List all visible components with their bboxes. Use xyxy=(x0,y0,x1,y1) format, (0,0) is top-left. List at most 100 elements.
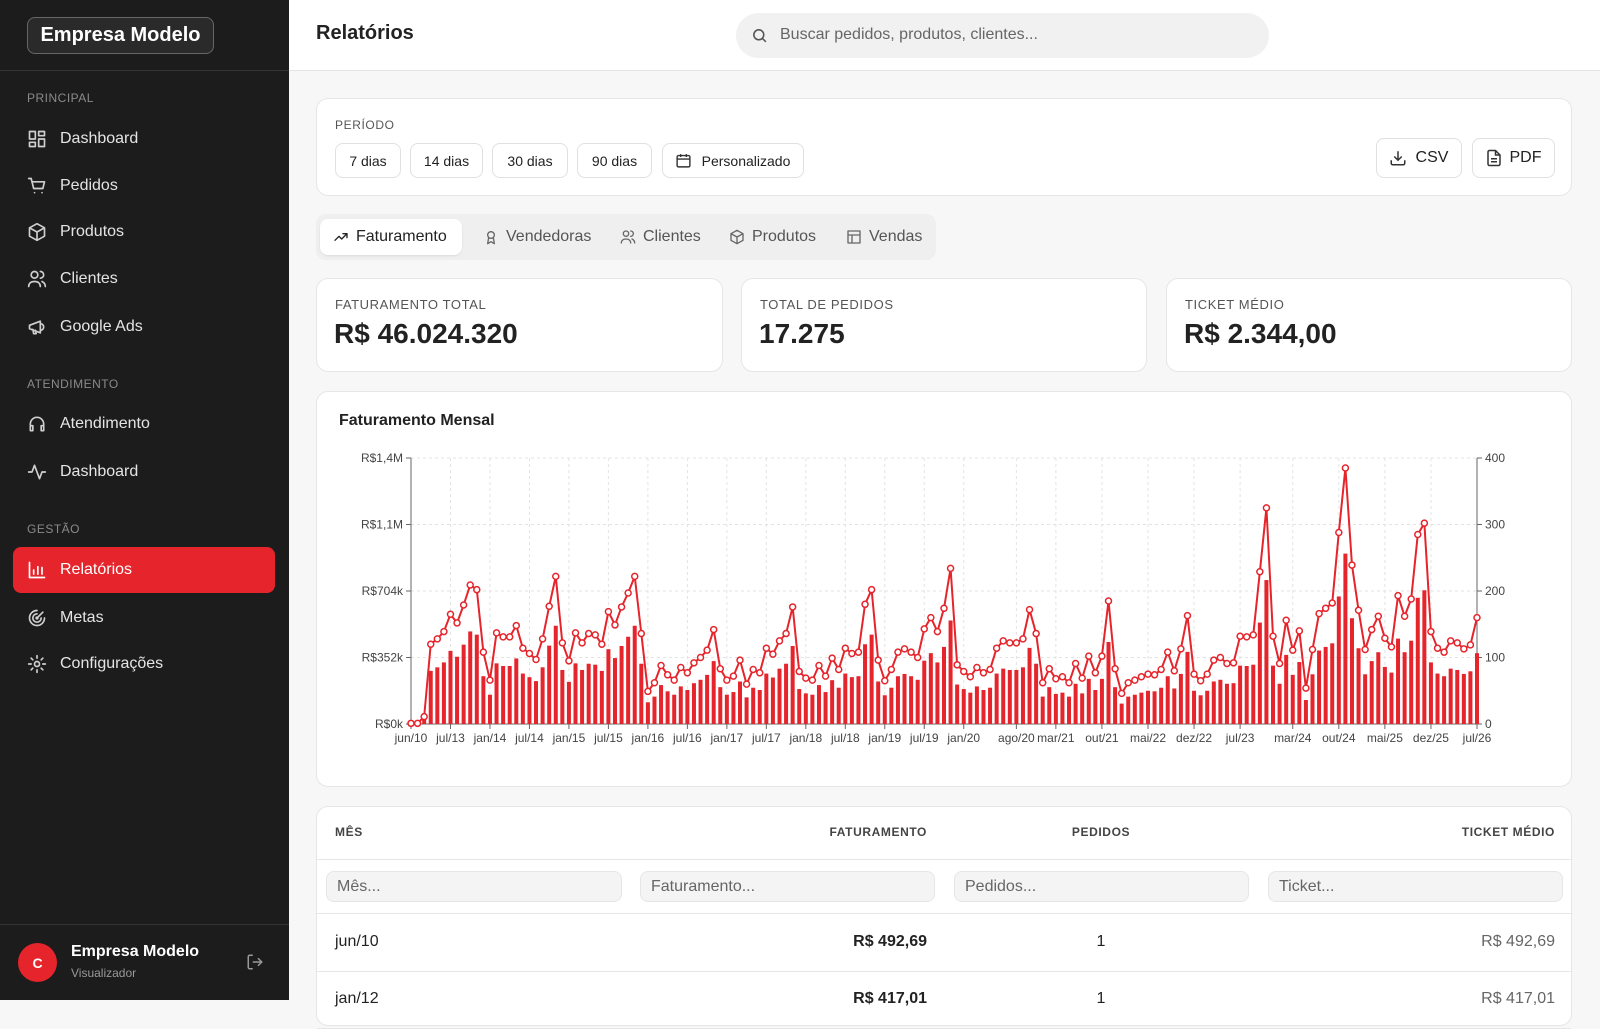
tab[interactable]: Vendedoras xyxy=(506,228,591,246)
line-point xyxy=(1408,596,1414,602)
bar xyxy=(1146,691,1150,724)
nav-item[interactable]: Google Ads xyxy=(60,318,143,336)
line-point xyxy=(520,645,526,651)
icon-path xyxy=(29,656,46,673)
brand[interactable]: Empresa Modelo xyxy=(27,17,214,54)
bar xyxy=(1284,655,1288,724)
nav-item[interactable]: Clientes xyxy=(60,270,118,288)
line-point xyxy=(1323,605,1329,611)
x-tick-label: out/21 xyxy=(1085,731,1119,745)
nav-item[interactable]: Configurações xyxy=(60,655,163,673)
filter-input[interactable]: Pedidos... xyxy=(954,871,1249,902)
logout-icon[interactable] xyxy=(246,953,264,971)
bar xyxy=(1060,693,1064,724)
table-cell: 1 xyxy=(1001,933,1201,951)
line-point xyxy=(1296,628,1302,634)
nav-item[interactable]: Dashboard xyxy=(60,130,138,148)
bar xyxy=(1225,684,1229,724)
period-button[interactable]: 7 dias xyxy=(335,143,401,178)
tab[interactable]: Faturamento xyxy=(356,228,447,246)
nav-item[interactable]: Metas xyxy=(60,609,104,627)
section-title: ATENDIMENTO xyxy=(27,377,119,391)
icon-path xyxy=(29,272,46,287)
bar xyxy=(429,671,433,724)
line-point xyxy=(980,670,986,676)
row-divider xyxy=(317,859,1571,860)
tab[interactable]: Vendas xyxy=(869,228,922,246)
nav-item[interactable]: Produtos xyxy=(60,223,124,241)
bar xyxy=(731,692,735,724)
bar xyxy=(1389,673,1393,724)
line-point xyxy=(632,573,638,579)
bar xyxy=(613,658,617,724)
bar xyxy=(705,675,709,724)
line-point xyxy=(573,630,579,636)
table-header: FATURAMENTO xyxy=(727,825,927,839)
y2-tick-label: 300 xyxy=(1485,518,1505,532)
nav-item[interactable]: Atendimento xyxy=(60,415,150,433)
bar xyxy=(455,657,459,724)
y-tick-label: R$0k xyxy=(375,717,404,731)
x-tick-label: dez/25 xyxy=(1413,731,1449,745)
line-point xyxy=(724,677,730,683)
icon-path xyxy=(488,232,495,244)
chart: Faturamento Mensal R$0kR$352kR$704kR$1,1… xyxy=(316,391,1572,787)
tab[interactable]: Clientes xyxy=(643,228,701,246)
bar xyxy=(949,620,953,724)
line-point xyxy=(1086,653,1092,659)
bar xyxy=(843,674,847,724)
bar xyxy=(554,626,558,724)
nav-item[interactable]: Pedidos xyxy=(60,177,118,195)
bar xyxy=(850,677,854,724)
bar xyxy=(1409,641,1413,724)
bar xyxy=(1442,676,1446,724)
line-point xyxy=(954,662,960,668)
x-tick-label: jul/13 xyxy=(435,731,465,745)
line-point xyxy=(474,587,480,593)
kpi-label: TOTAL DE PEDIDOS xyxy=(760,297,894,312)
line-point xyxy=(559,640,565,646)
line-point xyxy=(1336,529,1342,535)
line-point xyxy=(1152,672,1158,678)
line-point xyxy=(1224,660,1230,666)
x-tick-label: jul/18 xyxy=(830,731,860,745)
line-point xyxy=(816,662,822,668)
line-point xyxy=(1073,660,1079,666)
bar xyxy=(863,644,867,724)
line-point xyxy=(461,602,467,608)
bar xyxy=(1350,618,1354,724)
bar xyxy=(758,690,762,724)
bar xyxy=(679,686,683,724)
line-point xyxy=(454,620,460,626)
line-point xyxy=(533,656,539,662)
bar xyxy=(995,674,999,724)
page-body: Empresa Modelo C Empresa Modelo Visualiz… xyxy=(0,0,1600,1000)
filter-input[interactable]: Ticket... xyxy=(1268,871,1563,902)
line-point xyxy=(934,629,940,635)
table-cell: R$ 492,69 xyxy=(1355,933,1555,951)
line-point xyxy=(1119,690,1125,696)
line-point xyxy=(1145,671,1151,677)
tab[interactable]: Produtos xyxy=(752,228,816,246)
nav-item[interactable]: Dashboard xyxy=(60,463,138,481)
filter-input[interactable]: Faturamento... xyxy=(640,871,935,902)
bar xyxy=(600,671,604,724)
y-tick-label: R$1,4M xyxy=(361,451,403,465)
period-button[interactable]: 30 dias xyxy=(492,143,568,178)
bar xyxy=(1067,697,1071,724)
line-point xyxy=(1303,685,1309,691)
x-tick-label: mar/24 xyxy=(1274,731,1312,745)
nav-item[interactable]: Relatórios xyxy=(60,561,132,579)
table-cell: R$ 417,01 xyxy=(1355,990,1555,1008)
line-point xyxy=(796,668,802,674)
filter-input[interactable]: Mês... xyxy=(326,871,622,902)
period-button[interactable]: 14 dias xyxy=(410,143,483,178)
icon xyxy=(333,229,349,245)
page-title: Relatórios xyxy=(316,22,414,45)
kpi-label: TICKET MÉDIO xyxy=(1185,297,1284,312)
line-point xyxy=(1277,660,1283,666)
period-button[interactable]: 90 dias xyxy=(577,143,652,178)
bar xyxy=(745,697,749,724)
bar xyxy=(1008,670,1012,724)
line-point xyxy=(1362,647,1368,653)
